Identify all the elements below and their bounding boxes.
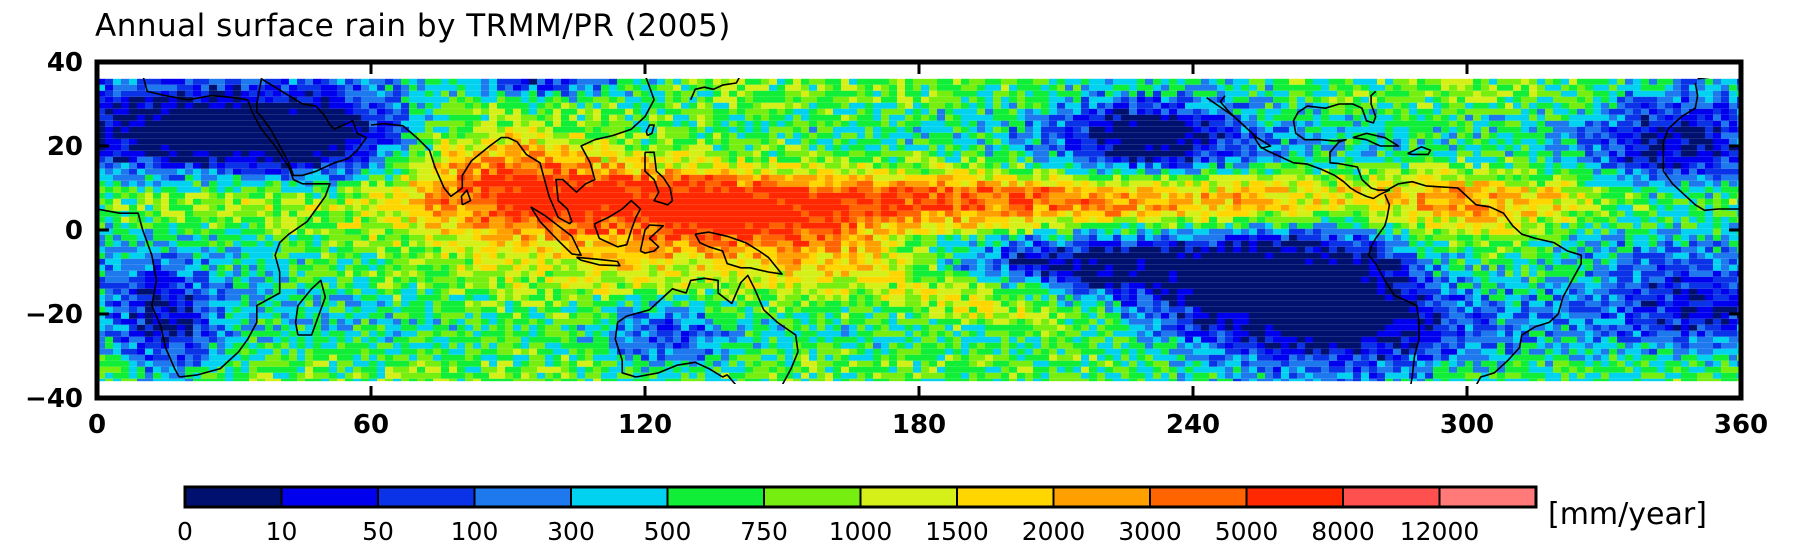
colorbar-swatch: [1149, 486, 1248, 508]
coast-arabia: [255, 78, 368, 177]
colorbar-swatch: [377, 486, 476, 508]
colorbar-frame: [183, 485, 1538, 509]
colorbar-level-label: 100: [451, 517, 499, 546]
colorbar-swatch: [280, 486, 379, 508]
colorbar-swatch: [570, 486, 669, 508]
y-tick-label: 0: [65, 216, 83, 246]
coast-sumatra: [530, 206, 582, 256]
chart-title: Annual surface rain by TRMM/PR (2005): [95, 8, 731, 44]
colorbar-level-label: 5000: [1215, 517, 1279, 546]
colorbar-level-label: 8000: [1311, 517, 1375, 546]
x-axis: 0 60 120 180 240 300 360: [88, 62, 1768, 440]
x-tick-label: 0: [88, 410, 106, 440]
x-tick-label: 360: [1714, 410, 1768, 440]
coast-africa-west: [97, 208, 180, 378]
colorbar-unit-label: [mm/year]: [1548, 497, 1707, 532]
colorbar-level-label: 300: [547, 517, 595, 546]
coast-australia-south: [614, 322, 737, 384]
colorbar-swatch: [1245, 486, 1344, 508]
x-tick-label: 240: [1166, 410, 1220, 440]
colorbar-level-label: 0: [177, 517, 193, 546]
colorbar-level-label: 1000: [829, 517, 893, 546]
colorbar-level-label: 10: [266, 517, 298, 546]
coast-java: [576, 256, 621, 267]
x-tick-label: 300: [1440, 410, 1494, 440]
colorbar-swatch: [1052, 486, 1151, 508]
coastlines: [97, 78, 1741, 384]
coast-south-america: [1368, 193, 1420, 384]
y-tick-label: 20: [47, 132, 83, 162]
colorbar-swatch: [184, 486, 283, 508]
coast-japan: [689, 78, 740, 101]
y-tick-label: 40: [47, 48, 83, 78]
colorbar-swatch: [859, 486, 958, 508]
y-tick-label: −20: [25, 300, 83, 330]
coast-west-africa-north: [1662, 82, 1741, 212]
colorbar-level-label: 2000: [1022, 517, 1086, 546]
coast-africa-east: [142, 78, 331, 378]
colorbar-level-label: 1500: [925, 517, 989, 546]
coast-philippines: [644, 151, 674, 206]
colorbar-level-label: 12000: [1400, 517, 1480, 546]
x-tick-label: 60: [353, 410, 389, 440]
coast-hispaniola: [1407, 146, 1432, 156]
colorbar: 0 10 50 100 300 500 750 1000 1500 2000 3000 5000 800…: [177, 485, 1538, 546]
colorbar-swatch: [1342, 486, 1441, 508]
coast-taiwan: [645, 124, 655, 137]
colorbar-level-label: 750: [740, 517, 788, 546]
colorbar-swatch: [666, 486, 765, 508]
y-axis: −40 −20 0 20 40: [25, 48, 1741, 414]
coast-mexico-south: [1258, 90, 1391, 200]
coast-south-america-east: [1386, 180, 1582, 384]
coast-madagascar: [294, 279, 327, 336]
x-tick-label: 180: [892, 410, 946, 440]
colorbar-swatch: [956, 486, 1055, 508]
coast-borneo: [593, 199, 642, 248]
coast-australia: [617, 274, 799, 384]
coast-cuba: [1352, 132, 1400, 147]
x-tick-label: 120: [618, 410, 672, 440]
colorbar-swatch: [1438, 486, 1537, 508]
coast-south-asia: [370, 78, 655, 225]
coast-new-guinea: [694, 231, 783, 275]
coast-sulawesi: [639, 224, 665, 254]
colorbar-level-label: 500: [644, 517, 692, 546]
colorbar-level-label: 3000: [1118, 517, 1182, 546]
colorbar-level-label: 50: [362, 517, 394, 546]
rain-field: [97, 78, 1741, 382]
colorbar-swatch: [763, 486, 862, 508]
map-panel: [94, 59, 1744, 401]
coast-sri-lanka: [460, 189, 472, 206]
y-tick-label: −40: [25, 384, 83, 414]
colorbar-swatch: [473, 486, 572, 508]
